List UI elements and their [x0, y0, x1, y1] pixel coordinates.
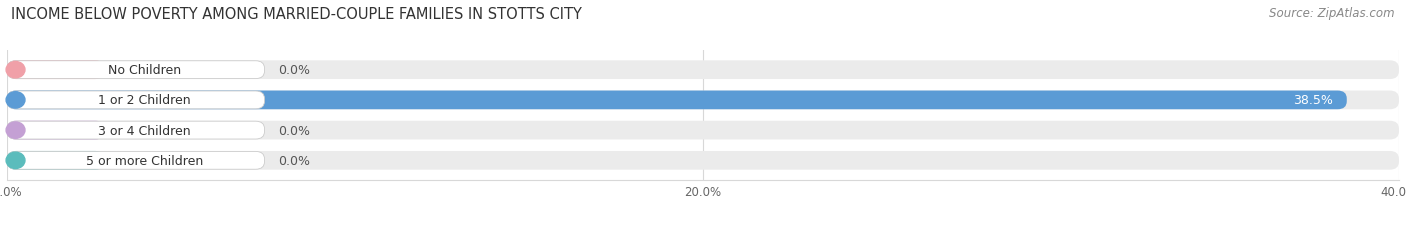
FancyBboxPatch shape [7, 91, 1399, 110]
Text: 0.0%: 0.0% [278, 154, 311, 167]
Text: 5 or more Children: 5 or more Children [86, 154, 204, 167]
Text: INCOME BELOW POVERTY AMONG MARRIED-COUPLE FAMILIES IN STOTTS CITY: INCOME BELOW POVERTY AMONG MARRIED-COUPL… [11, 7, 582, 22]
Circle shape [6, 122, 25, 139]
Text: 1 or 2 Children: 1 or 2 Children [98, 94, 191, 107]
Text: 3 or 4 Children: 3 or 4 Children [98, 124, 191, 137]
FancyBboxPatch shape [7, 61, 264, 79]
FancyBboxPatch shape [7, 151, 1399, 170]
Text: 0.0%: 0.0% [278, 64, 311, 77]
FancyBboxPatch shape [7, 61, 104, 80]
Circle shape [6, 92, 25, 109]
Text: No Children: No Children [108, 64, 181, 77]
FancyBboxPatch shape [7, 61, 1399, 80]
FancyBboxPatch shape [7, 121, 104, 140]
Text: Source: ZipAtlas.com: Source: ZipAtlas.com [1270, 7, 1395, 20]
FancyBboxPatch shape [7, 91, 1347, 110]
Text: 38.5%: 38.5% [1294, 94, 1333, 107]
Circle shape [6, 152, 25, 169]
FancyBboxPatch shape [7, 121, 1399, 140]
Text: 0.0%: 0.0% [278, 124, 311, 137]
FancyBboxPatch shape [7, 91, 264, 109]
FancyBboxPatch shape [7, 152, 264, 170]
FancyBboxPatch shape [7, 151, 104, 170]
FancyBboxPatch shape [7, 122, 264, 140]
Circle shape [6, 62, 25, 79]
